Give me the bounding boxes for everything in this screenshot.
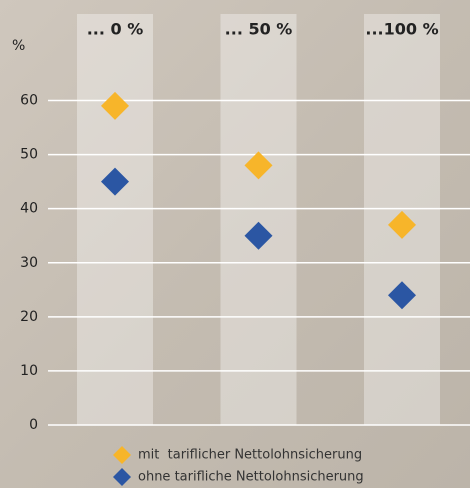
y-tick-label: 40 — [20, 201, 38, 217]
legend-label: ohne tarifliche Nettolohnsicherung — [138, 470, 364, 485]
y-axis-label: % — [12, 38, 25, 54]
y-tick-label: 20 — [20, 309, 38, 325]
category-label: ... 50 % — [225, 20, 293, 39]
category-label: ...100 % — [365, 20, 438, 39]
category-column — [221, 14, 297, 425]
chart: % ... 0 % ... 50 % ...100 % 0 10 20 30 40 50 60 mi… — [0, 0, 470, 488]
y-tick-label: 0 — [29, 417, 38, 433]
legend-label: mit tariflicher Nettolohnsicherung — [138, 448, 362, 463]
category-column — [77, 14, 153, 425]
y-tick-label: 10 — [20, 363, 38, 379]
y-tick-label: 50 — [20, 147, 38, 163]
y-tick-label: 60 — [20, 93, 38, 109]
y-tick-label: 30 — [20, 255, 38, 271]
category-label: ... 0 % — [87, 20, 144, 39]
